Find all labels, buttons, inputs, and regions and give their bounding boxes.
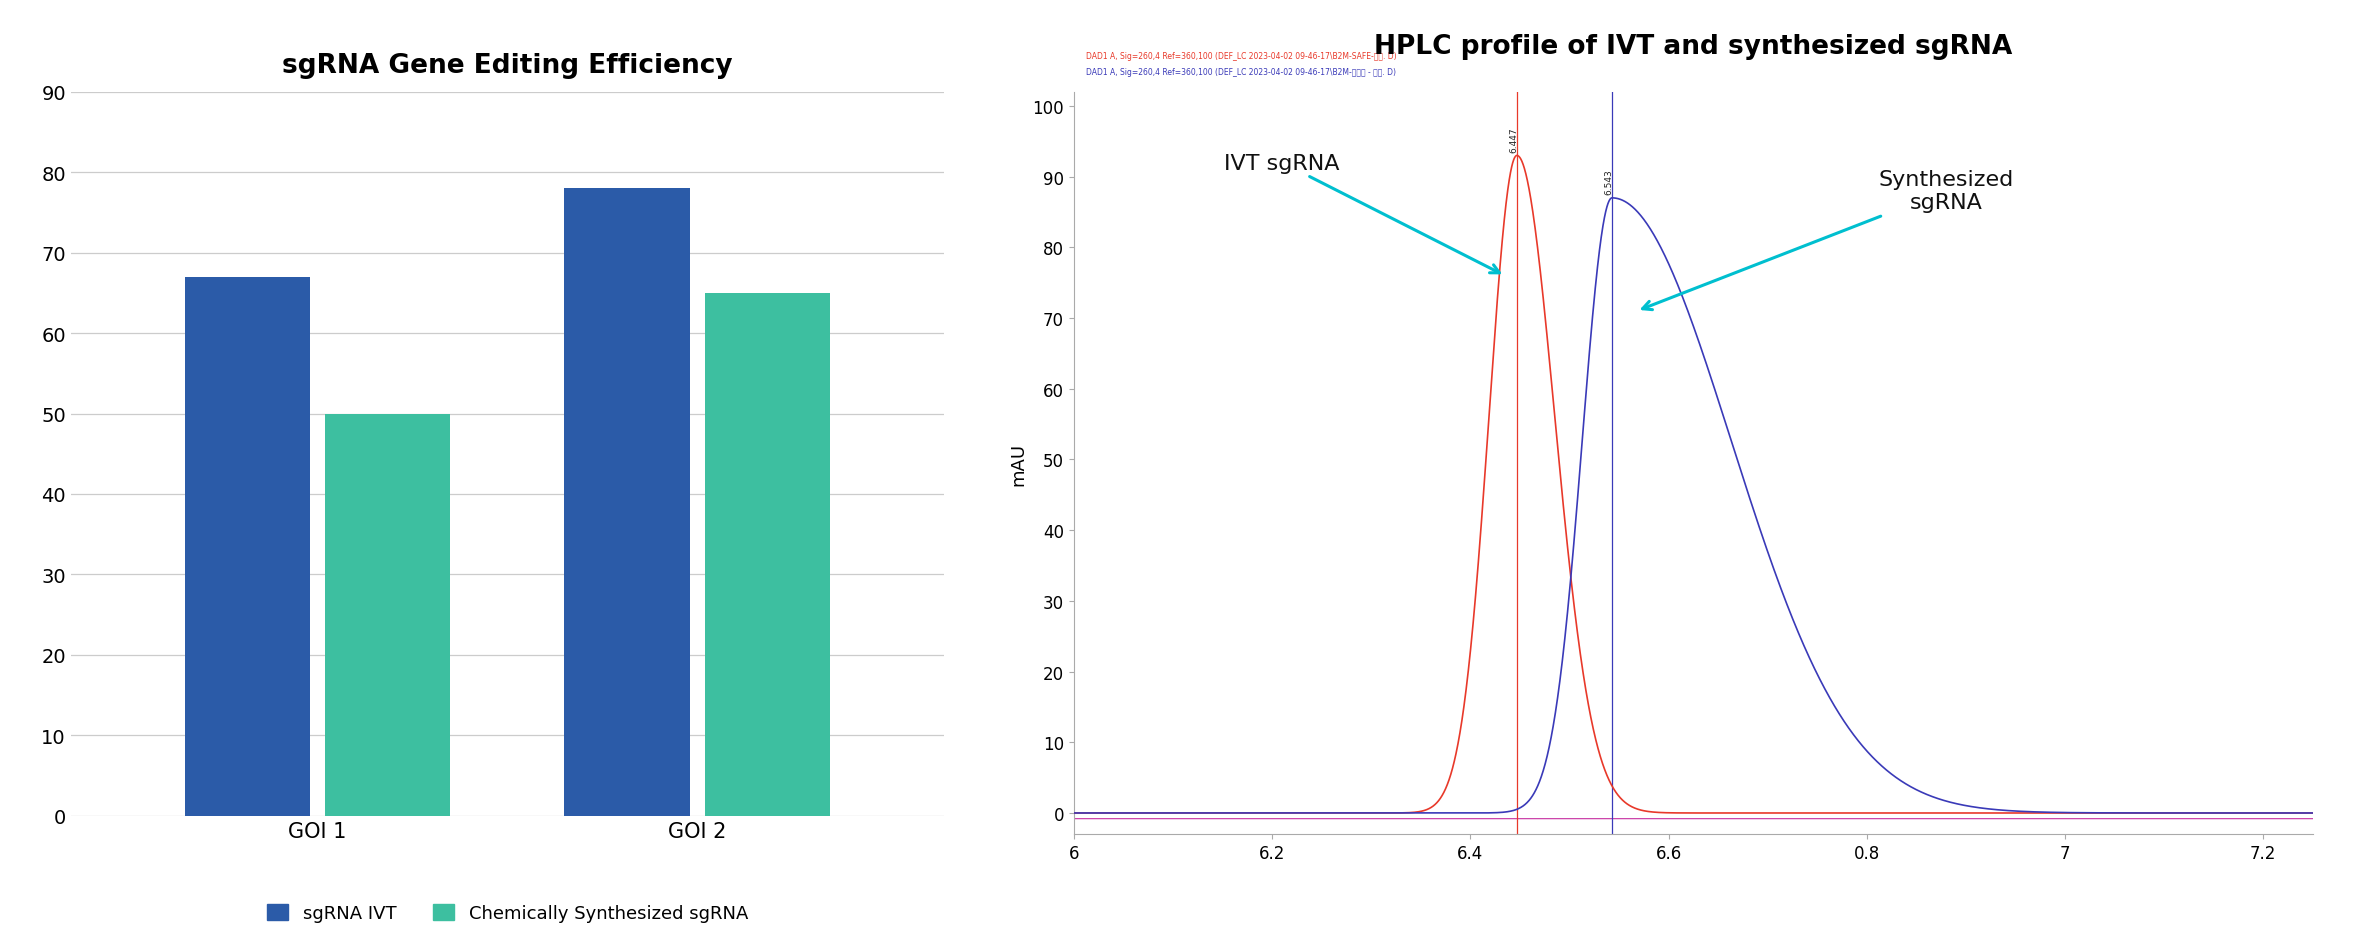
Text: DAD1 A, Sig=260,4 Ref=360,100 (DEF_LC 2023-04-02 09-46-17\B2M-SAFE-安全. D): DAD1 A, Sig=260,4 Ref=360,100 (DEF_LC 20… — [1086, 52, 1397, 61]
Bar — [326, 414, 451, 816]
Text: DAD1 A, Sig=260,4 Ref=360,100 (DEF_LC 2023-04-02 09-46-17\B2M-标行行 - 安全. D): DAD1 A, Sig=260,4 Ref=360,100 (DEF_LC 20… — [1086, 69, 1397, 77]
Title: sgRNA Gene Editing Efficiency: sgRNA Gene Editing Efficiency — [283, 53, 732, 80]
Text: IVT sgRNA: IVT sgRNA — [1225, 153, 1499, 273]
Bar — [184, 277, 309, 816]
Text: 6.543: 6.543 — [1605, 170, 1614, 195]
Text: 6.447: 6.447 — [1510, 127, 1517, 153]
Title: HPLC profile of IVT and synthesized sgRNA: HPLC profile of IVT and synthesized sgRN… — [1374, 34, 2013, 60]
Bar — [706, 294, 831, 816]
Bar — [564, 189, 689, 816]
Y-axis label: mAU: mAU — [1008, 442, 1027, 485]
Text: Synthesized
sgRNA: Synthesized sgRNA — [1643, 170, 2013, 311]
Legend: sgRNA IVT, Chemically Synthesized sgRNA: sgRNA IVT, Chemically Synthesized sgRNA — [260, 897, 755, 927]
